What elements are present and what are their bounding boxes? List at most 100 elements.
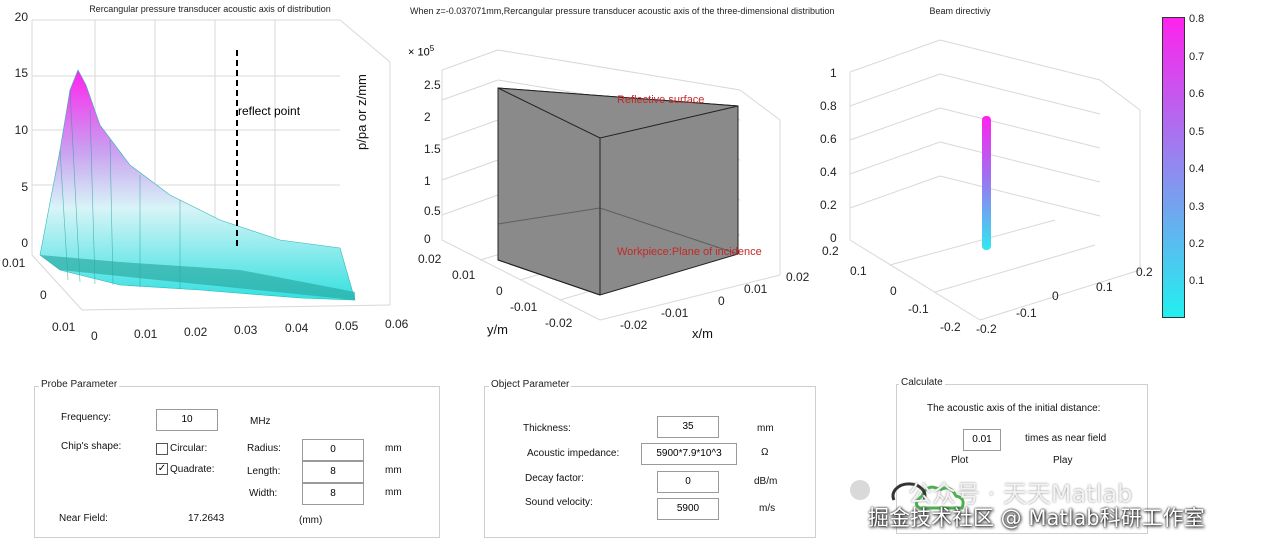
left-x-tick: 0.04 — [285, 321, 309, 335]
middle-plot-title: When z=-0.037071mm,Rercangular pressure … — [410, 6, 835, 16]
circular-label: Circular: — [170, 443, 208, 454]
calculate-panel-title: Calculate — [899, 377, 945, 388]
right-x-tick: 0 — [1052, 289, 1059, 303]
frequency-unit: MHz — [250, 416, 271, 427]
decay-unit: dB/m — [754, 476, 778, 487]
right-z-tick: 0.2 — [820, 198, 837, 212]
left-x-tick: 0 — [91, 329, 98, 343]
near-field-label: Near Field: — [59, 513, 108, 524]
frequency-label: Frequency: — [61, 412, 112, 423]
object-panel-title: Object Parameter — [489, 379, 572, 390]
right-y-tick: 0.1 — [850, 264, 867, 278]
watermark-line1: 公众号 · 天天Matlab — [908, 480, 1133, 508]
colorbar-tick: 0.3 — [1189, 201, 1205, 213]
velocity-input[interactable]: 5900 — [657, 498, 719, 520]
length-unit: mm — [385, 465, 402, 476]
watermark-line2: 掘金技术社区 @ Matlab科研工作室 — [868, 506, 1205, 530]
watermark-logo-icon — [850, 480, 965, 510]
middle-x-tick: 0.01 — [744, 282, 768, 296]
quadrate-checkbox[interactable]: ✓ — [156, 463, 168, 475]
plot-button[interactable]: Plot — [951, 455, 969, 466]
middle-y-label: y/m — [487, 322, 508, 337]
left-y-tick: 0.01 — [52, 320, 76, 334]
right-plot — [849, 39, 1141, 321]
right-z-tick: 0.6 — [820, 132, 837, 146]
chip-shape-label: Chip's shape: — [61, 441, 122, 452]
colorbar-tick: 0.6 — [1189, 88, 1205, 100]
left-x-tick: 0.05 — [335, 319, 359, 333]
width-label: Width: — [249, 488, 278, 499]
middle-x-tick: -0.01 — [661, 306, 689, 320]
colorbar-tick: 0.2 — [1189, 238, 1205, 250]
left-plot-title: Rercangular pressure transducer acoustic… — [89, 4, 331, 14]
thickness-input[interactable]: 35 — [657, 416, 719, 438]
left-z-tick: 15 — [14, 66, 28, 80]
left-x-tick: 0.03 — [234, 323, 258, 337]
impedance-input[interactable]: 5900*7.9*10^3 — [641, 443, 737, 465]
left-z-tick: 0 — [21, 236, 28, 250]
left-x-tick: 0.01 — [134, 327, 158, 341]
velocity-unit: m/s — [759, 503, 776, 514]
width-input[interactable]: 8 — [302, 483, 364, 505]
radius-input[interactable]: 0 — [302, 439, 364, 461]
middle-z-tick: 2 — [424, 110, 431, 124]
beam-column — [982, 116, 991, 250]
length-label: Length: — [247, 466, 281, 477]
middle-y-tick: -0.01 — [510, 300, 538, 314]
thickness-label: Thickness: — [523, 423, 571, 434]
quadrate-label: Quadrate: — [170, 464, 215, 475]
middle-x-label: x/m — [692, 326, 713, 341]
colorbar-tick: 0.5 — [1189, 126, 1205, 138]
left-y-tick: 0.01 — [2, 256, 26, 270]
impedance-label: Acoustic impedance: — [527, 448, 620, 459]
middle-x-tick: 0.02 — [786, 270, 810, 284]
length-input[interactable]: 8 — [302, 461, 364, 483]
decay-input[interactable]: 0 — [657, 471, 719, 493]
right-y-tick: 0.2 — [822, 244, 839, 258]
colorbar — [1162, 17, 1185, 318]
frequency-input[interactable]: 10 — [156, 409, 218, 431]
colorbar-tick: 0.1 — [1189, 275, 1205, 287]
near-field-unit: (mm) — [299, 515, 323, 526]
probe-panel-title: Probe Parameter — [39, 379, 120, 390]
middle-z-tick: 1.5 — [424, 142, 441, 156]
middle-y-tick: -0.02 — [545, 316, 573, 330]
right-x-tick: -0.1 — [1016, 306, 1037, 320]
thickness-unit: mm — [757, 423, 774, 434]
left-plot — [31, 19, 391, 311]
middle-x-tick: 0 — [718, 294, 725, 308]
right-x-tick: 0.2 — [1136, 265, 1153, 279]
velocity-label: Sound velocity: — [525, 497, 593, 508]
colorbar-tick: 0.7 — [1189, 51, 1205, 63]
right-z-tick: 0.8 — [820, 99, 837, 113]
right-y-tick: -0.2 — [940, 320, 961, 334]
initial-distance-input[interactable]: 0.01 — [963, 429, 1001, 451]
right-x-tick: -0.2 — [976, 322, 997, 336]
colorbar-tick: 0.4 — [1189, 163, 1205, 175]
reflect-point-label: reflect point — [238, 104, 301, 118]
near-field-value: 17.2643 — [188, 513, 225, 524]
right-z-tick: 0 — [830, 231, 837, 245]
middle-y-tick: 0 — [496, 284, 503, 298]
middle-y-tick: 0.02 — [418, 252, 442, 266]
middle-x-tick: -0.02 — [620, 318, 648, 332]
right-plot-title: Beam directiviy — [929, 6, 991, 16]
middle-z-tick: 2.5 — [424, 78, 441, 92]
left-z-tick: 10 — [14, 123, 28, 137]
decay-label: Decay factor: — [525, 473, 584, 484]
right-x-tick: 0.1 — [1096, 280, 1113, 294]
circular-checkbox[interactable] — [156, 443, 168, 455]
middle-plot — [441, 49, 781, 321]
impedance-unit: Ω — [761, 447, 769, 458]
incidence-plane-label: Workpiece:Plane of incidence — [617, 246, 762, 258]
right-z-tick: 0.4 — [820, 165, 837, 179]
width-unit: mm — [385, 487, 402, 498]
middle-y-tick: 0.01 — [452, 268, 476, 282]
middle-z-label: p/pa or z/mm — [354, 74, 369, 150]
initial-distance-unit: times as near field — [1025, 433, 1107, 444]
probe-parameter-panel: Probe Parameter Frequency: 10 MHz Chip's… — [34, 379, 440, 538]
play-button[interactable]: Play — [1053, 455, 1073, 466]
left-z-tick: 5 — [21, 180, 28, 194]
middle-z-tick: 1 — [424, 174, 431, 188]
pressure-surface — [39, 69, 356, 301]
